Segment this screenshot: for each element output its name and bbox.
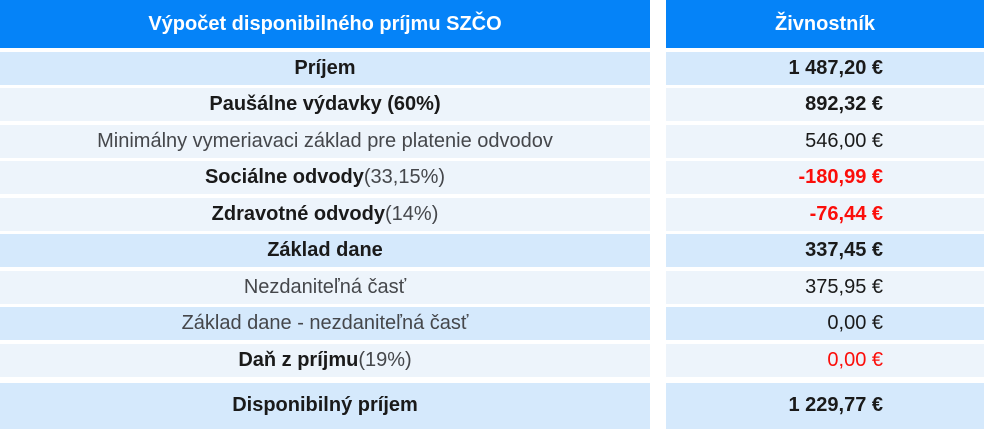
row-label-suffix: (33,15%) [363,166,446,188]
row-value: 892,32 € [805,93,883,115]
table-row: Minimálny vymeriavaci základ pre plateni… [0,124,984,158]
row-label: Základ dane [267,239,383,261]
row-value-cell: 546,00 € [666,124,984,158]
table-row: Základ dane 337,45 € [0,234,984,267]
row-value: -180,99 € [798,166,883,188]
row-label-cell: Zdravotné odvody (14%) [0,197,650,231]
row-label: Nezdaniteľná časť [243,275,407,298]
row-value-cell: -76,44 € [666,197,984,231]
row-value-cell: 892,32 € [666,88,984,121]
row-value: 0,00 € [827,312,883,334]
table-body: Príjem 1 487,20 € Paušálne výdavky (60%)… [0,51,984,429]
table-row: Zdravotné odvody (14%) -76,44 € [0,197,984,231]
row-value: 1 229,77 € [788,394,883,416]
row-value: 0,00 € [827,348,883,371]
row-label-cell: Sociálne odvody (33,15%) [0,161,650,194]
row-value-cell: 0,00 € [666,307,984,340]
table-row: Základ dane - nezdaniteľná časť 0,00 € [0,307,984,340]
table-row: Daň z príjmu (19%) 0,00 € [0,343,984,377]
row-label: Minimálny vymeriavaci základ pre plateni… [97,129,553,152]
table-row: Disponibilný príjem 1 229,77 € [0,382,984,429]
row-label-cell: Paušálne výdavky (60%) [0,88,650,121]
row-value-cell: 1 229,77 € [666,382,984,429]
table-row: Nezdaniteľná časť 375,95 € [0,270,984,304]
column-header-zivnostnik: Živnostník [666,0,984,48]
row-label: Príjem [294,56,356,79]
row-label: Základ dane - nezdaniteľná časť [181,312,469,334]
table-title: Výpočet disponibilného príjmu SZČO [0,0,650,48]
row-value: 337,45 € [805,239,883,261]
row-value: 375,95 € [805,275,883,298]
row-value: 1 487,20 € [788,56,883,79]
table-row: Príjem 1 487,20 € [0,51,984,85]
table-row: Paušálne výdavky (60%) 892,32 € [0,88,984,121]
row-value-cell: 0,00 € [666,343,984,377]
row-value-cell: 375,95 € [666,270,984,304]
row-label-cell: Disponibilný príjem [0,382,650,429]
row-label: Zdravotné odvody [211,202,385,225]
row-label-cell: Základ dane [0,234,650,267]
row-label-suffix: (19%) [358,348,412,371]
row-value-cell: 337,45 € [666,234,984,267]
table-header-row: Výpočet disponibilného príjmu SZČO Živno… [0,0,984,48]
row-label-cell: Príjem [0,51,650,85]
row-label-cell: Základ dane - nezdaniteľná časť [0,307,650,340]
row-value: -76,44 € [809,202,883,225]
row-label: Disponibilný príjem [232,394,418,416]
row-label: Paušálne výdavky (60%) [209,93,441,115]
row-label-cell: Daň z príjmu (19%) [0,343,650,377]
row-label: Sociálne odvody [204,166,364,188]
row-label: Daň z príjmu [238,348,359,371]
row-value-cell: 1 487,20 € [666,51,984,85]
row-label-cell: Minimálny vymeriavaci základ pre plateni… [0,124,650,158]
row-label-suffix: (14%) [385,202,439,225]
row-label-cell: Nezdaniteľná časť [0,270,650,304]
row-value-cell: -180,99 € [666,161,984,194]
row-value: 546,00 € [805,129,883,152]
table-row: Sociálne odvody (33,15%) -180,99 € [0,161,984,194]
